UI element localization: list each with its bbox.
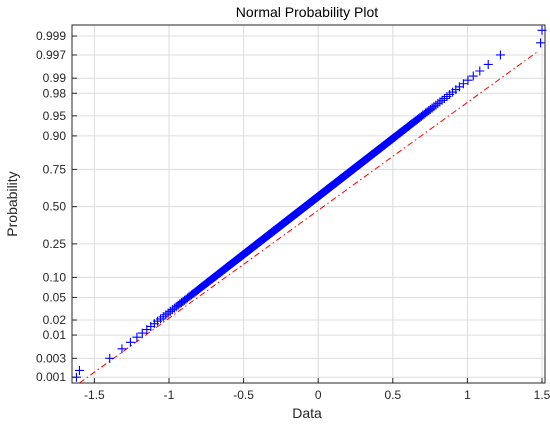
x-tick-label: -1 [164, 388, 175, 402]
y-tick-label: 0.25 [43, 237, 67, 251]
y-tick-label: 0.90 [43, 129, 67, 143]
y-tick-label: 0.98 [43, 86, 67, 100]
data-point [483, 59, 493, 69]
chart-title: Normal Probability Plot [236, 4, 378, 20]
data-point [495, 50, 505, 60]
data-point [437, 95, 447, 105]
data-point [137, 328, 147, 338]
y-tick-label: 0.50 [43, 200, 67, 214]
y-axis: 0.001 0.003 0.010.02 0.05 0.10 0.25 0.50 0.75 0.… [36, 29, 77, 384]
x-tick-label: -1.5 [84, 388, 105, 402]
reference-line [79, 51, 538, 384]
data-point [475, 66, 485, 76]
data-point [125, 337, 135, 347]
x-tick-label: 0 [315, 388, 322, 402]
x-tick-label: 1 [464, 388, 471, 402]
data-point [117, 344, 127, 354]
x-axis-label: Data [292, 405, 322, 421]
data-point [435, 97, 445, 107]
y-tick-label: 0.001 [36, 370, 66, 384]
x-tick-label: -0.5 [233, 388, 254, 402]
data-point [468, 71, 478, 81]
x-axis: -1.5 -1 -0.5 0 0.5 1 1.5 [84, 378, 550, 402]
data-points [71, 25, 547, 382]
data-point [458, 79, 468, 89]
y-tick-label: 0.02 [43, 313, 67, 327]
y-tick-label: 0.95 [43, 109, 67, 123]
y-tick-label: 0.75 [43, 162, 67, 176]
y-tick-label: 0.997 [36, 48, 66, 62]
y-tick-label: 0.003 [36, 351, 66, 365]
plot-frame [71, 24, 546, 384]
data-point [105, 353, 115, 363]
data-point [74, 365, 84, 375]
x-tick-label: 0.5 [384, 388, 401, 402]
y-tick-label: 0.05 [43, 290, 67, 304]
data-point [132, 332, 142, 342]
data-point [536, 38, 546, 48]
y-tick-label: 0.999 [36, 29, 66, 43]
reference-line-segment [79, 51, 538, 384]
data-point [463, 75, 473, 85]
y-axis-label: Probability [4, 171, 20, 236]
x-tick-label: 1.5 [534, 388, 550, 402]
data-point [161, 310, 171, 320]
y-tick-label: 0.10 [43, 270, 67, 284]
y-tick-label: 0.99 [43, 71, 67, 85]
y-tick-label: 0.01 [43, 328, 67, 342]
